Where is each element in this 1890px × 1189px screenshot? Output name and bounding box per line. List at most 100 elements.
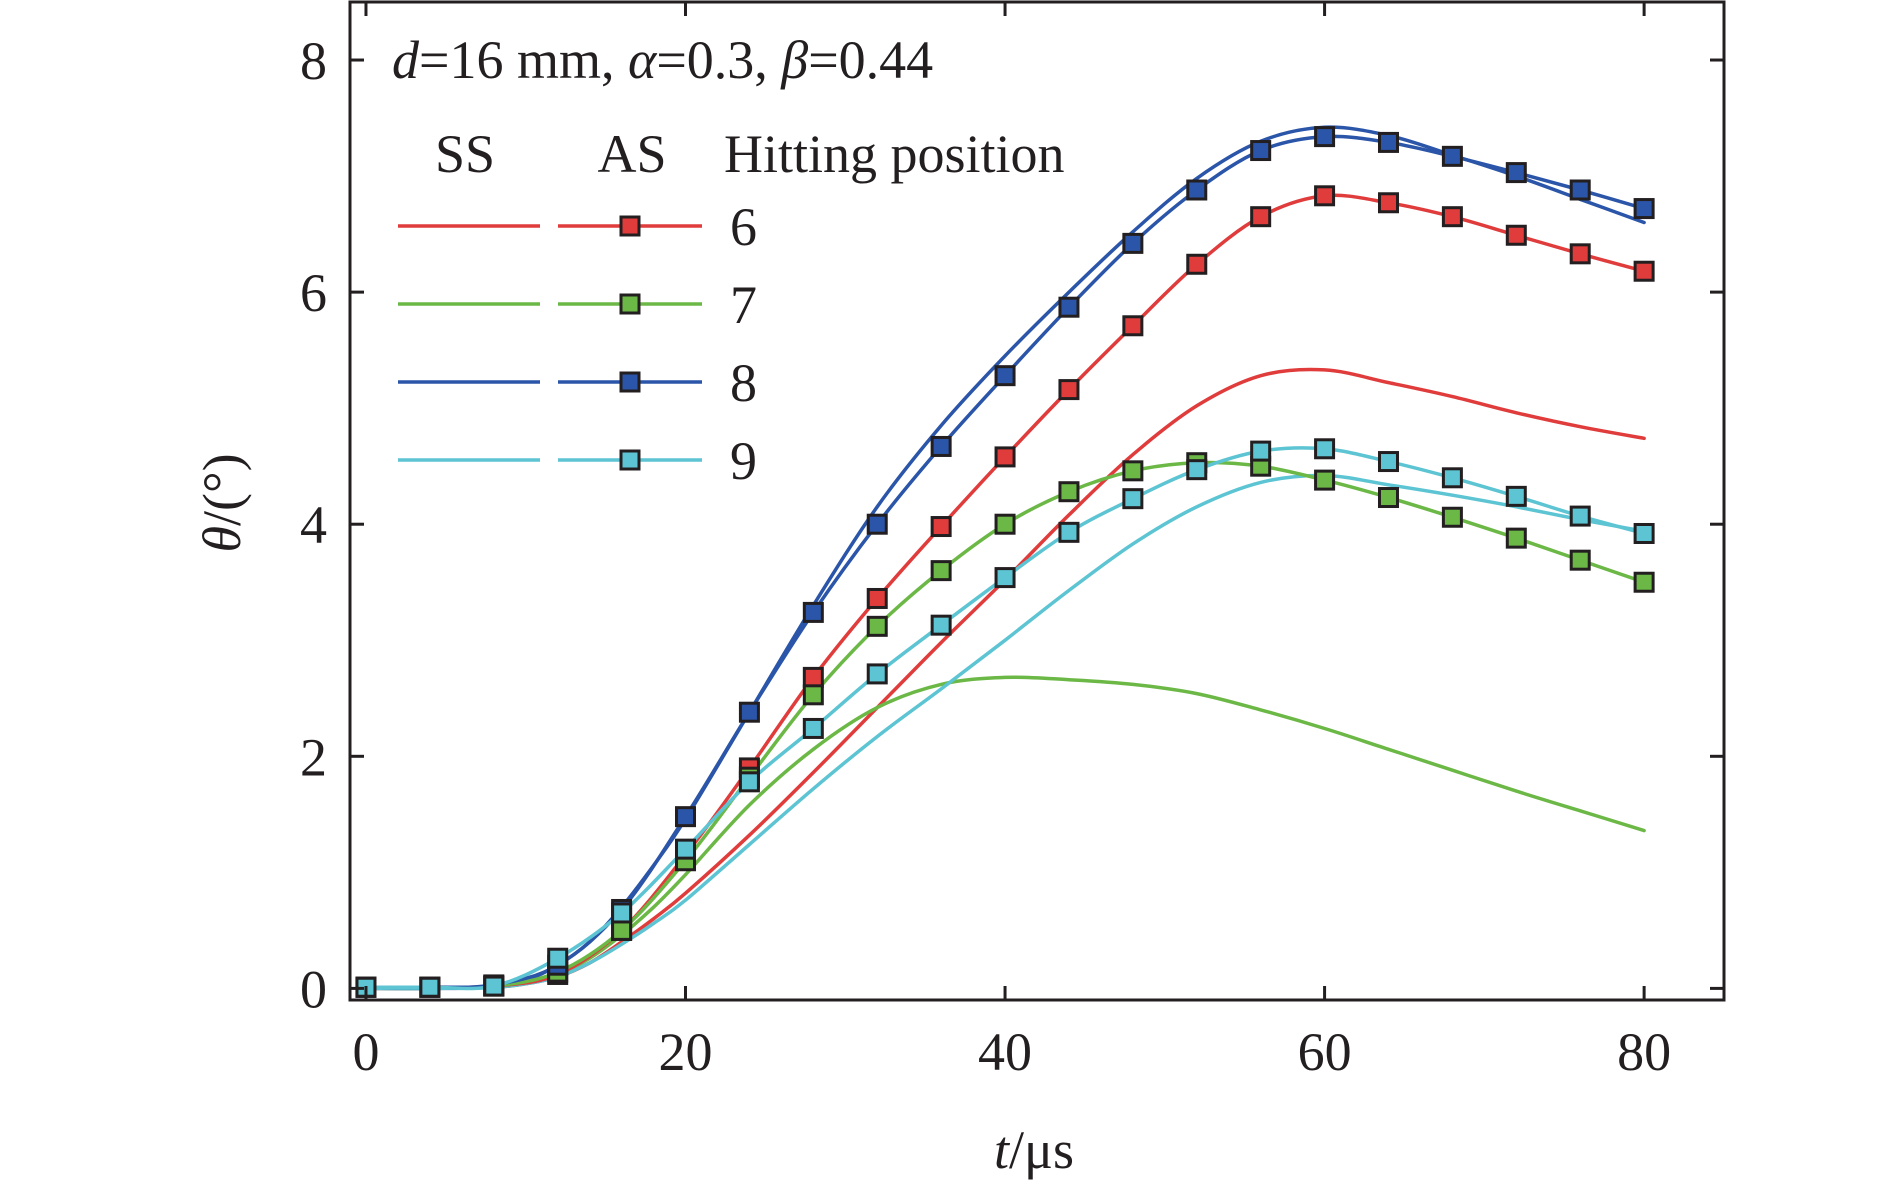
marker-as-6-11 [1058,379,1080,401]
marker-as-9-2 [483,975,505,997]
y-axis-label: θ/(°) [192,453,252,552]
y-tick-label-2: 2 [300,727,327,787]
marker-as-7-7 [802,684,824,706]
marker-as-6-15 [1314,185,1336,207]
marker-as-6-8 [866,587,888,609]
legend-as-marker-9 [619,449,641,471]
marker-as-7-18 [1505,527,1527,549]
series-line-ss-7 [364,675,1646,991]
marker-as-6-12 [1122,315,1144,337]
marker-as-9-17 [1441,467,1463,489]
legend-header-hitting-position: Hitting position [724,124,1065,184]
annotation-beta-value: =0.44 [808,30,933,90]
legend-label-6: 6 [730,197,757,257]
marker-as-9-9 [930,614,952,636]
x-tick-label-60: 60 [1298,1022,1352,1082]
marker-as-8-16 [1377,131,1399,153]
y-tick-label-0: 0 [300,959,327,1019]
y-tick-label-6: 6 [300,263,327,323]
legend-rows: 6 7 8 9 [398,197,757,491]
marker-as-6-17 [1441,206,1463,228]
marker-as-9-4 [611,902,633,924]
marker-as-9-6 [738,771,760,793]
marker-as-7-15 [1314,469,1336,491]
marker-as-8-7 [802,601,824,623]
annotation-text: d=16 mm, α=0.3, β=0.44 [392,30,933,90]
x-axis-unit: /μs [1009,1120,1074,1180]
marker-as-6-18 [1505,224,1527,246]
marker-as-8-10 [994,365,1016,387]
legend-label-8: 8 [730,353,757,413]
marker-as-9-15 [1314,438,1336,460]
marker-as-9-14 [1250,440,1272,462]
marker-as-8-6 [738,701,760,723]
series-line-as-8 [364,134,1646,990]
legend-as-marker-7 [619,293,641,315]
marker-as-8-14 [1250,140,1272,162]
marker-as-6-16 [1377,192,1399,214]
marker-as-7-11 [1058,481,1080,503]
legend-as-marker-6 [619,215,641,237]
annotation-d-value: =16 mm, [419,30,628,90]
marker-as-6-14 [1250,206,1272,228]
marker-as-9-18 [1505,485,1527,507]
marker-as-8-8 [866,513,888,535]
marker-as-6-19 [1569,243,1591,265]
legend-header-as: AS [597,124,666,184]
marker-as-8-19 [1569,179,1591,201]
x-axis-symbol: t [994,1120,1011,1180]
marker-as-9-3 [547,947,569,969]
marker-as-6-10 [994,446,1016,468]
marker-as-7-20 [1633,571,1655,593]
legend-label-7: 7 [730,275,757,335]
marker-as-9-11 [1058,521,1080,543]
y-tick-label-4: 4 [300,495,327,555]
annotation-alpha-value: =0.3, [656,30,781,90]
marker-as-8-20 [1633,198,1655,220]
marker-as-8-13 [1186,179,1208,201]
marker-as-8-11 [1058,296,1080,318]
marker-as-7-8 [866,615,888,637]
x-tick-label-20: 20 [659,1022,713,1082]
marker-as-9-8 [866,663,888,685]
legend-label-9: 9 [730,431,757,491]
series-line-as-6 [364,193,1646,990]
marker-as-8-12 [1122,232,1144,254]
legend-as-marker-8 [619,371,641,393]
legend-header-ss: SS [435,124,495,184]
series-line-ss-8 [364,125,1646,991]
marker-as-6-7 [802,666,824,688]
marker-as-7-12 [1122,460,1144,482]
x-tick-label-40: 40 [978,1022,1032,1082]
series-line-ss-9 [364,473,1646,991]
marker-as-6-9 [930,516,952,538]
marker-as-9-19 [1569,505,1591,527]
marker-as-6-13 [1186,253,1208,275]
marker-as-9-12 [1122,488,1144,510]
marker-as-9-10 [994,567,1016,589]
series-lines [364,125,1646,991]
marker-as-8-5 [675,806,697,828]
x-tick-label-80: 80 [1617,1022,1671,1082]
marker-as-6-20 [1633,260,1655,282]
annotation-alpha-symbol: α [628,30,658,90]
marker-as-7-19 [1569,549,1591,571]
series-markers [355,126,1655,998]
axis-ticks: 0 20 40 60 80 0 2 4 6 8 [300,2,1724,1082]
marker-as-9-13 [1186,459,1208,481]
marker-as-8-15 [1314,126,1336,148]
marker-as-8-17 [1441,145,1463,167]
plot-frame [348,0,1726,1002]
y-tick-label-8: 8 [300,31,327,91]
y-axis-symbol: θ [192,526,252,553]
series-line-as-7 [364,460,1646,990]
y-axis-unit: /(°) [192,453,252,526]
x-axis-label: t/μs [994,1120,1074,1180]
marker-as-7-9 [930,560,952,582]
annotation-d-symbol: d [392,30,420,90]
annotation-beta-symbol: β [780,30,808,90]
marker-as-7-4 [611,919,633,941]
marker-as-8-18 [1505,162,1527,184]
